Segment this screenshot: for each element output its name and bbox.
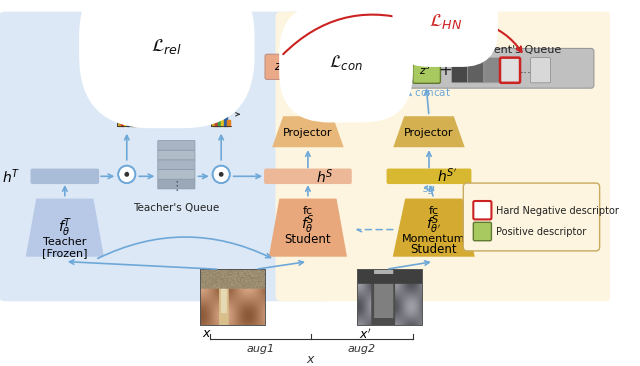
FancyBboxPatch shape <box>407 48 594 88</box>
Polygon shape <box>393 116 465 147</box>
Text: Student: Student <box>410 243 457 257</box>
FancyBboxPatch shape <box>474 201 492 219</box>
Text: $f_{\theta}^{T}$: $f_{\theta}^{T}$ <box>58 216 72 239</box>
FancyBboxPatch shape <box>275 12 611 301</box>
Text: $\mathcal{L}_{HN}$: $\mathcal{L}_{HN}$ <box>429 12 462 31</box>
Text: ...: ... <box>519 63 531 76</box>
Bar <box>127 112 129 126</box>
FancyBboxPatch shape <box>531 57 550 83</box>
Text: $h^{S'}$: $h^{S'}$ <box>436 167 457 185</box>
Polygon shape <box>393 199 475 257</box>
Text: $z^{S'}$: $z^{S'}$ <box>419 63 433 77</box>
Text: $f_{\theta^\prime}^{S}$: $f_{\theta^\prime}^{S}$ <box>426 213 442 236</box>
Text: Projector: Projector <box>404 128 454 138</box>
Polygon shape <box>26 199 104 257</box>
FancyBboxPatch shape <box>451 57 472 83</box>
FancyBboxPatch shape <box>158 141 195 150</box>
Bar <box>224 112 227 126</box>
Text: ⋮: ⋮ <box>170 180 182 194</box>
Text: fc: fc <box>303 206 313 216</box>
Bar <box>227 120 230 126</box>
Text: $f_{\theta}^{S}$: $f_{\theta}^{S}$ <box>301 213 315 236</box>
Text: $h^S$: $h^S$ <box>316 167 333 186</box>
FancyBboxPatch shape <box>158 179 195 189</box>
Text: $\mathcal{L}_{con}$: $\mathcal{L}_{con}$ <box>329 53 363 72</box>
Text: $z^S$: $z^S$ <box>274 57 289 74</box>
Bar <box>124 115 127 126</box>
Circle shape <box>124 172 129 177</box>
Bar <box>221 118 224 126</box>
Bar <box>218 115 221 126</box>
FancyBboxPatch shape <box>474 222 492 241</box>
Text: $\mathcal{L}_{rel}$: $\mathcal{L}_{rel}$ <box>151 37 182 56</box>
Text: Hard Negative descriptor: Hard Negative descriptor <box>496 206 619 216</box>
FancyBboxPatch shape <box>31 169 99 184</box>
FancyBboxPatch shape <box>158 150 195 160</box>
Text: $h^T$: $h^T$ <box>2 167 20 186</box>
Text: Teacher's Queue: Teacher's Queue <box>133 203 220 213</box>
FancyBboxPatch shape <box>0 12 330 301</box>
Text: aug1: aug1 <box>246 344 275 354</box>
Text: Positive descriptor: Positive descriptor <box>496 228 586 238</box>
Circle shape <box>212 166 230 183</box>
Text: aug2: aug2 <box>348 344 376 354</box>
FancyBboxPatch shape <box>500 57 520 83</box>
Text: +: + <box>438 61 452 79</box>
FancyBboxPatch shape <box>265 54 298 79</box>
Text: $x$: $x$ <box>202 328 212 340</box>
Text: sg: sg <box>422 184 435 194</box>
FancyBboxPatch shape <box>413 57 440 83</box>
Text: $x$: $x$ <box>307 352 316 366</box>
Bar <box>130 120 132 126</box>
Text: Student's Queue: Student's Queue <box>468 45 561 55</box>
FancyBboxPatch shape <box>468 57 488 83</box>
Text: Projector: Projector <box>283 128 333 138</box>
Text: [Frozen]: [Frozen] <box>42 248 88 258</box>
FancyBboxPatch shape <box>158 160 195 169</box>
FancyBboxPatch shape <box>387 169 472 184</box>
Bar <box>212 117 214 126</box>
Text: fc: fc <box>429 206 439 216</box>
Circle shape <box>118 166 136 183</box>
Circle shape <box>219 172 223 177</box>
Polygon shape <box>272 116 344 147</box>
Text: Momentum: Momentum <box>402 234 465 244</box>
Text: $x'$: $x'$ <box>360 328 372 342</box>
Bar <box>215 111 218 126</box>
FancyBboxPatch shape <box>463 183 600 251</box>
Text: Student: Student <box>285 233 332 246</box>
Polygon shape <box>269 199 347 257</box>
Bar <box>121 109 124 126</box>
Bar <box>133 117 136 126</box>
Text: $\blacktriangle$ concat: $\blacktriangle$ concat <box>406 86 452 98</box>
Text: ·: · <box>124 165 130 184</box>
FancyBboxPatch shape <box>158 169 195 179</box>
Text: Teacher: Teacher <box>43 237 86 247</box>
FancyBboxPatch shape <box>264 169 352 184</box>
Bar <box>118 118 120 126</box>
FancyBboxPatch shape <box>484 57 504 83</box>
